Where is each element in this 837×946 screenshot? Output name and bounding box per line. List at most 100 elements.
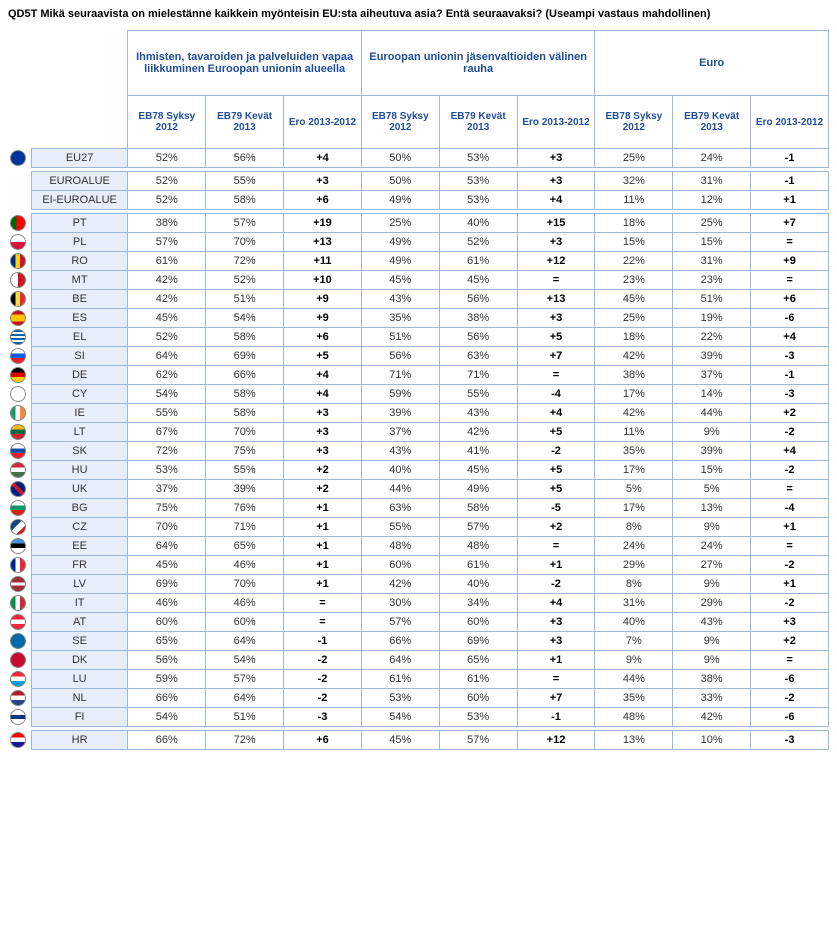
data-value: 60%: [206, 613, 284, 632]
diff-value: +6: [751, 290, 829, 309]
diff-value: +1: [284, 518, 362, 537]
diff-value: +3: [284, 404, 362, 423]
data-value: 37%: [361, 423, 439, 442]
diff-value: +3: [284, 423, 362, 442]
data-value: 13%: [673, 499, 751, 518]
diff-value: +6: [284, 328, 362, 347]
diff-value: +5: [517, 328, 595, 347]
row-label: EU27: [31, 149, 128, 168]
table-row: FR45%46%+160%61%+129%27%-2: [8, 556, 829, 575]
diff-value: =: [517, 537, 595, 556]
data-value: 55%: [361, 518, 439, 537]
data-value: 72%: [206, 252, 284, 271]
diff-value: +9: [284, 309, 362, 328]
diff-value: +13: [517, 290, 595, 309]
data-value: 24%: [673, 537, 751, 556]
flag-cell: [8, 309, 31, 328]
data-value: 11%: [595, 423, 673, 442]
data-value: 45%: [439, 271, 517, 290]
row-label: ES: [31, 309, 128, 328]
row-label: FR: [31, 556, 128, 575]
data-value: 35%: [361, 309, 439, 328]
data-value: 60%: [439, 689, 517, 708]
flag-cell: [8, 575, 31, 594]
flag-cell: [8, 499, 31, 518]
sub-header: EB78 Syksy 2012: [128, 96, 206, 149]
data-value: 45%: [361, 271, 439, 290]
data-value: 56%: [439, 290, 517, 309]
data-value: 23%: [673, 271, 751, 290]
diff-value: +1: [517, 556, 595, 575]
data-value: 49%: [439, 480, 517, 499]
sub-header: EB79 Kevät 2013: [439, 96, 517, 149]
diff-value: -6: [751, 309, 829, 328]
diff-value: +3: [517, 632, 595, 651]
data-value: 45%: [361, 731, 439, 750]
diff-value: +3: [517, 233, 595, 252]
data-value: 65%: [206, 537, 284, 556]
row-label: AT: [31, 613, 128, 632]
diff-value: +11: [284, 252, 362, 271]
table-row: IT46%46%=30%34%+431%29%-2: [8, 594, 829, 613]
diff-value: +2: [517, 518, 595, 537]
data-value: 42%: [595, 347, 673, 366]
table-row: LT67%70%+337%42%+511%9%-2: [8, 423, 829, 442]
flag-icon: [10, 652, 26, 668]
data-value: 60%: [128, 613, 206, 632]
data-value: 42%: [673, 708, 751, 727]
diff-value: +1: [284, 575, 362, 594]
data-value: 31%: [595, 594, 673, 613]
diff-value: +7: [517, 347, 595, 366]
table-row: ES45%54%+935%38%+325%19%-6: [8, 309, 829, 328]
table-row: EE64%65%+148%48%=24%24%=: [8, 537, 829, 556]
diff-value: =: [517, 271, 595, 290]
flag-icon: [10, 272, 26, 288]
data-value: 56%: [206, 149, 284, 168]
diff-value: -2: [517, 442, 595, 461]
row-label: EUROALUE: [31, 172, 128, 191]
flag-icon: [10, 576, 26, 592]
data-value: 29%: [673, 594, 751, 613]
sub-header: Ero 2013-2012: [284, 96, 362, 149]
flag-cell: [8, 271, 31, 290]
data-value: 32%: [595, 172, 673, 191]
diff-value: +4: [284, 149, 362, 168]
data-value: 51%: [361, 328, 439, 347]
flag-cell: [8, 537, 31, 556]
table-row: SE65%64%-166%69%+37%9%+2: [8, 632, 829, 651]
data-value: 15%: [595, 233, 673, 252]
sub-header: Ero 2013-2012: [517, 96, 595, 149]
data-value: 66%: [361, 632, 439, 651]
diff-value: -1: [517, 708, 595, 727]
data-value: 31%: [673, 252, 751, 271]
table-row: UK37%39%+244%49%+55%5%=: [8, 480, 829, 499]
flag-cell: [8, 385, 31, 404]
diff-value: +4: [517, 594, 595, 613]
group-header-2: Euroopan unionin jäsenvaltioiden välinen…: [361, 31, 595, 96]
data-value: 59%: [361, 385, 439, 404]
diff-value: -3: [751, 385, 829, 404]
data-value: 64%: [361, 651, 439, 670]
data-value: 62%: [128, 366, 206, 385]
data-value: 57%: [361, 613, 439, 632]
data-value: 17%: [595, 385, 673, 404]
data-value: 70%: [128, 518, 206, 537]
diff-value: -1: [284, 632, 362, 651]
diff-value: +3: [284, 172, 362, 191]
data-value: 70%: [206, 575, 284, 594]
diff-value: -1: [751, 149, 829, 168]
data-value: 71%: [439, 366, 517, 385]
data-value: 57%: [439, 731, 517, 750]
data-value: 46%: [206, 594, 284, 613]
sub-header: Ero 2013-2012: [751, 96, 829, 149]
diff-value: -2: [751, 461, 829, 480]
data-value: 61%: [128, 252, 206, 271]
flag-cell: [8, 556, 31, 575]
data-value: 58%: [206, 191, 284, 210]
flag-cell: [8, 518, 31, 537]
data-value: 52%: [439, 233, 517, 252]
diff-value: +5: [517, 480, 595, 499]
diff-value: +1: [284, 499, 362, 518]
data-value: 40%: [361, 461, 439, 480]
row-label: NL: [31, 689, 128, 708]
